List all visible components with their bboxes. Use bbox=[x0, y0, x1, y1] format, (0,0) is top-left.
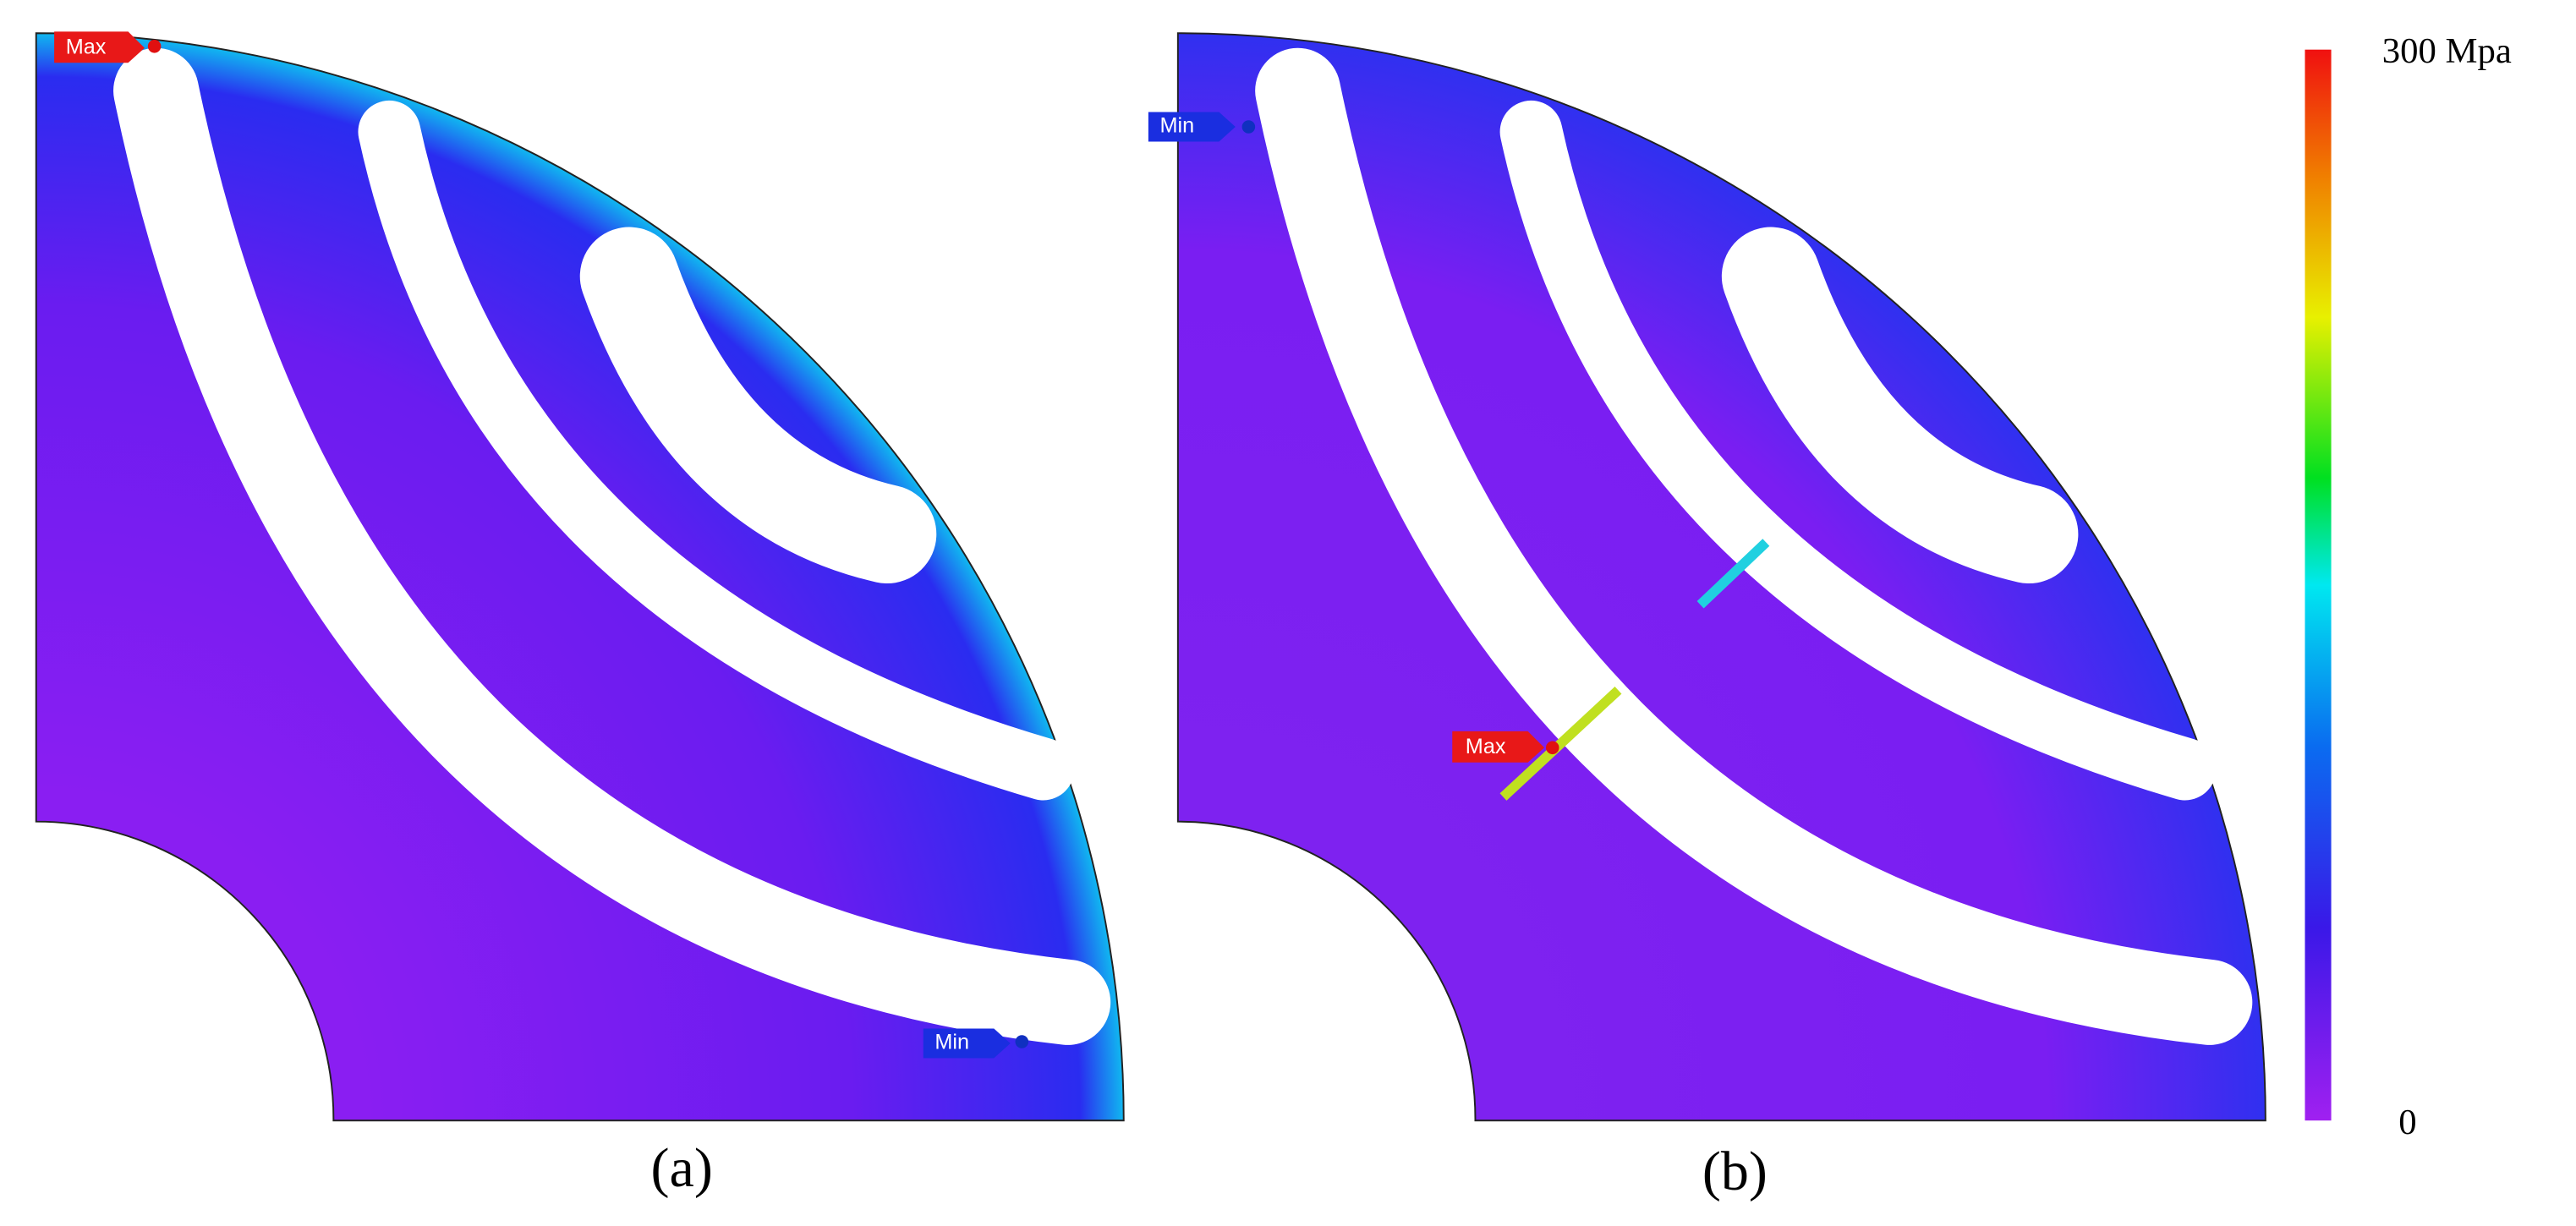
panel-label: (b) bbox=[1702, 1141, 1768, 1202]
max-tag bbox=[1452, 731, 1545, 763]
colorbar-scale bbox=[2305, 49, 2332, 1121]
min-tag-text: Min bbox=[934, 1031, 969, 1054]
panel-a: Max Min (a) bbox=[35, 31, 1125, 1199]
max-tag-text: Max bbox=[1466, 735, 1506, 758]
min-tag bbox=[923, 1028, 1011, 1059]
colorbar: 300 Mpa 0 bbox=[2305, 31, 2512, 1142]
colorbar-min-label: 0 bbox=[2398, 1103, 2416, 1142]
max-point bbox=[147, 40, 162, 53]
panel-label: (a) bbox=[651, 1137, 713, 1199]
panel-b: Min Max (b) bbox=[1148, 32, 2266, 1202]
min-point bbox=[1241, 120, 1256, 134]
max-tag-text: Max bbox=[66, 35, 107, 58]
max-point bbox=[1545, 741, 1559, 755]
bridge bbox=[1696, 539, 1770, 609]
max-tag bbox=[54, 31, 145, 63]
min-tag-text: Min bbox=[1159, 114, 1194, 138]
colorbar-max-label: 300 Mpa bbox=[2382, 31, 2512, 71]
min-point bbox=[1015, 1035, 1029, 1048]
min-tag bbox=[1148, 112, 1236, 142]
bridge bbox=[1499, 687, 1622, 801]
